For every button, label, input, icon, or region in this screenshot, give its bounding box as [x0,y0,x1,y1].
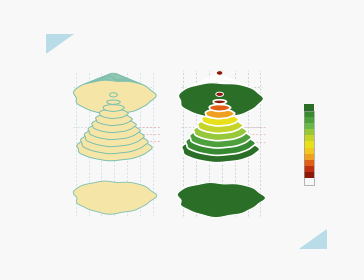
Polygon shape [182,82,260,114]
Polygon shape [85,78,143,102]
Polygon shape [212,196,228,202]
Polygon shape [91,188,137,206]
Polygon shape [110,195,118,199]
Polygon shape [216,92,223,96]
Polygon shape [200,192,241,207]
Bar [304,111,314,185]
Polygon shape [189,187,253,213]
Polygon shape [105,74,123,81]
Polygon shape [177,183,265,218]
Polygon shape [197,119,243,133]
Polygon shape [84,185,145,209]
Polygon shape [186,133,256,155]
Polygon shape [209,104,231,111]
Polygon shape [78,80,152,111]
Polygon shape [110,93,117,97]
Polygon shape [77,183,153,213]
Polygon shape [189,80,252,106]
Bar [304,141,314,148]
Polygon shape [197,190,245,209]
Polygon shape [84,128,144,147]
Polygon shape [193,123,247,141]
Polygon shape [77,137,152,161]
Polygon shape [93,76,135,94]
Polygon shape [103,105,124,111]
Polygon shape [193,188,249,211]
Polygon shape [190,128,252,148]
Polygon shape [208,195,232,204]
Polygon shape [80,184,149,211]
Polygon shape [213,100,226,104]
Bar [304,154,314,160]
Polygon shape [211,76,229,83]
Polygon shape [193,80,248,102]
Polygon shape [215,75,225,79]
Polygon shape [205,109,235,119]
Bar [304,129,314,135]
Polygon shape [101,75,127,86]
Polygon shape [182,138,260,163]
Polygon shape [201,78,240,95]
Polygon shape [197,79,244,99]
Bar [304,104,314,111]
Bar [304,160,314,166]
Polygon shape [107,100,120,104]
Bar [304,148,314,154]
Polygon shape [109,73,118,77]
Polygon shape [204,77,236,91]
Bar [304,117,314,123]
Polygon shape [204,193,236,206]
Polygon shape [300,230,327,249]
Polygon shape [106,194,122,200]
Polygon shape [178,83,264,118]
Polygon shape [74,80,156,115]
Bar [304,111,314,117]
Bar [304,135,314,141]
Bar [304,172,314,178]
Polygon shape [102,192,125,202]
Polygon shape [99,109,128,118]
Polygon shape [201,114,239,126]
Bar [304,166,314,172]
Polygon shape [88,187,141,208]
Polygon shape [208,76,232,87]
Polygon shape [217,71,223,75]
Polygon shape [96,114,132,125]
Polygon shape [88,123,140,140]
Polygon shape [97,76,131,90]
Polygon shape [47,34,74,53]
Polygon shape [95,190,133,205]
Polygon shape [216,198,224,201]
Polygon shape [92,118,136,132]
Polygon shape [186,81,256,110]
Bar [304,123,314,129]
Polygon shape [80,132,148,154]
Polygon shape [99,191,129,203]
Polygon shape [185,186,257,214]
Polygon shape [73,181,157,214]
Polygon shape [81,79,148,106]
Polygon shape [89,77,139,98]
Polygon shape [181,184,261,216]
